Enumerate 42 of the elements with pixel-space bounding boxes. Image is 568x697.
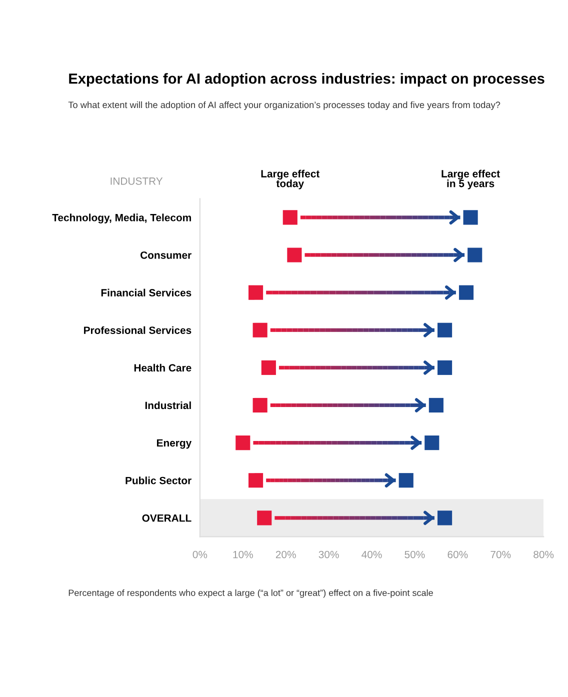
point [236, 436, 250, 450]
point [437, 360, 452, 375]
point [252, 398, 268, 413]
x-tick-label: 40% [362, 550, 382, 558]
y-axis-title: INDUSTRY [110, 177, 163, 185]
point [248, 285, 264, 300]
y-tick-label: Health Care [134, 364, 192, 372]
y-tick-label: Consumer [140, 251, 192, 259]
x-tick-label: 60% [448, 550, 468, 558]
x-tick-label: 80% [534, 550, 554, 558]
x-tick-label: 50% [404, 550, 425, 558]
x-tick-label: 20% [276, 550, 296, 558]
y-tick-label: OVERALL [142, 514, 192, 522]
point [261, 360, 276, 375]
y-tick-label: Energy [156, 439, 192, 449]
chart-title: Expectations for AI adoption across industries: impact on processes [69, 73, 544, 87]
text: Percentage of respondents who expect a large (“a lot” or “great”) effect on a five-point scale [68, 589, 433, 598]
point [252, 322, 268, 338]
chart-subtitle: To what extent will the adoption of AI affect your organization’s processes today and five years from today? [68, 101, 500, 110]
point [282, 210, 298, 225]
text: Large effect in 5 years [442, 170, 500, 190]
x-tick-label: 30% [318, 550, 339, 558]
point [287, 248, 302, 262]
x-tick-label: 70% [490, 550, 511, 558]
point [424, 436, 440, 450]
point [437, 322, 452, 338]
y-tick-label: Industrial [145, 401, 191, 410]
y-tick-label: Professional Services [84, 326, 192, 334]
point [468, 248, 482, 262]
point [458, 285, 474, 300]
point [428, 398, 444, 413]
point [398, 473, 414, 488]
y-tick-label: Public Sector [126, 476, 192, 484]
point [463, 210, 478, 225]
point [257, 510, 272, 526]
x-tick-label: 0% [192, 550, 208, 558]
point [437, 510, 452, 526]
y-tick-label: Technology, Media, Telecom [52, 214, 191, 224]
x-tick-label: 10% [233, 550, 253, 558]
point [248, 473, 264, 488]
text: Large effect today [261, 170, 320, 190]
y-tick-label: Financial Services [101, 288, 192, 296]
